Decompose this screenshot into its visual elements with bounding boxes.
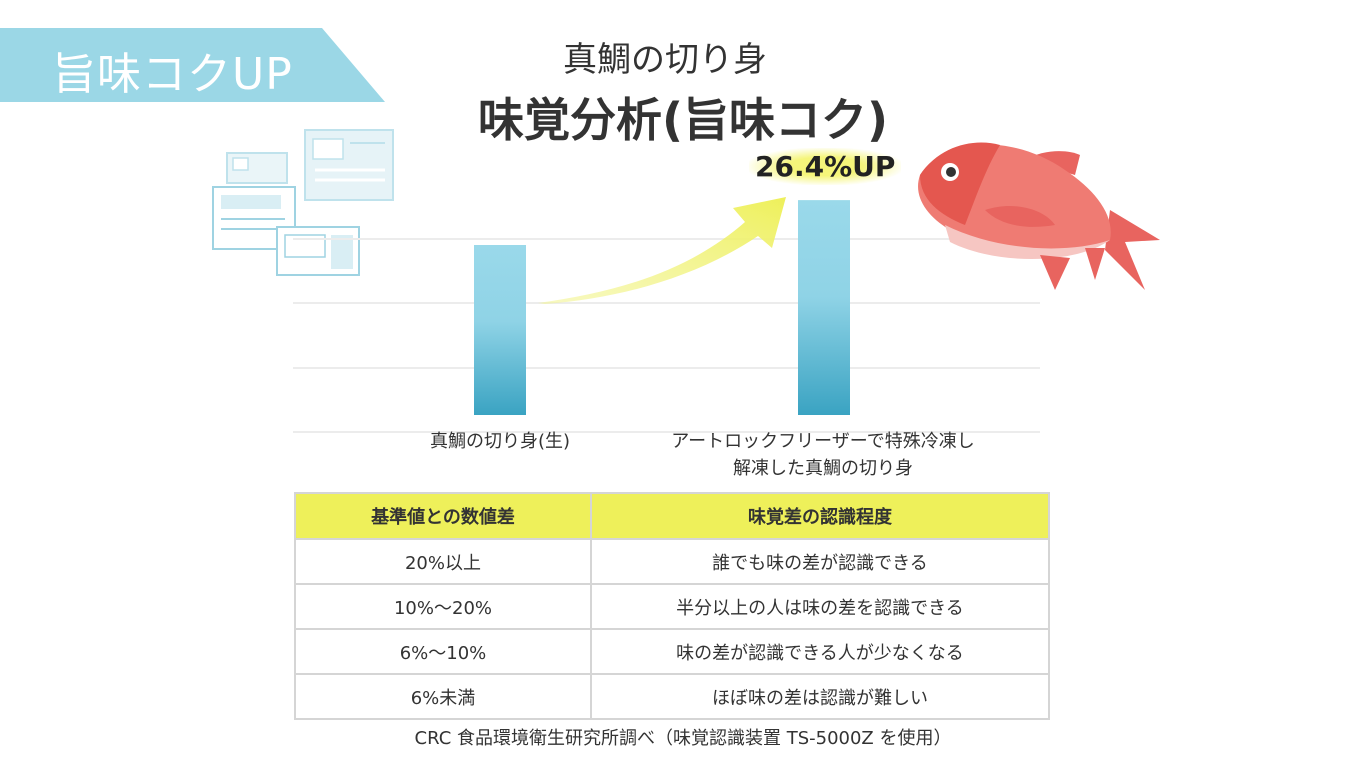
table-header-row: 基準値との数値差 味覚差の認識程度 [294,492,1050,540]
table-header-cell: 味覚差の認識程度 [590,492,1050,540]
table-cell: 20%以上 [294,538,592,585]
table-row: 6%未満 ほぼ味の差は認識が難しい [294,673,1050,720]
bar-raw [474,245,526,415]
table-cell: 誰でも味の差が認識できる [590,538,1050,585]
page-subtitle: 真鯛の切り身 [563,40,767,80]
table-cell: 6%〜10% [294,628,592,675]
table-cell: 6%未満 [294,673,592,720]
flavor-up-banner: 旨味コクUP [0,28,385,102]
sea-bream-icon [905,130,1165,304]
source-note: CRC 食品環境衛生研究所調べ（味覚認識装置 TS-5000Z を使用） [414,728,952,749]
taste-difference-table: 基準値との数値差 味覚差の認識程度 20%以上 誰でも味の差が認識できる 10%… [294,492,1050,720]
table-row: 10%〜20% 半分以上の人は味の差を認識できる [294,583,1050,630]
table-header-cell: 基準値との数値差 [294,492,592,540]
page-title: 味覚分析(旨味コク) [477,93,889,147]
documents-icon [205,125,405,284]
table-cell: 半分以上の人は味の差を認識できる [590,583,1050,630]
table-row: 20%以上 誰でも味の差が認識できる [294,538,1050,585]
increase-arrow-icon [538,197,786,304]
banner-label: 旨味コクUP [52,49,293,100]
table-cell: 味の差が認識できる人が少なくなる [590,628,1050,675]
table-row: 6%〜10% 味の差が認識できる人が少なくなる [294,628,1050,675]
category-label-frozen: アートロックフリーザーで特殊冷凍し 解凍した真鯛の切り身 [671,431,975,479]
bar-frozen [798,200,850,415]
banner-shape [0,28,385,102]
table-cell: ほぼ味の差は認識が難しい [590,673,1050,720]
category-label-raw: 真鯛の切り身(生) [429,431,571,452]
increase-label: 26.4%UP [749,148,902,185]
table-cell: 10%〜20% [294,583,592,630]
